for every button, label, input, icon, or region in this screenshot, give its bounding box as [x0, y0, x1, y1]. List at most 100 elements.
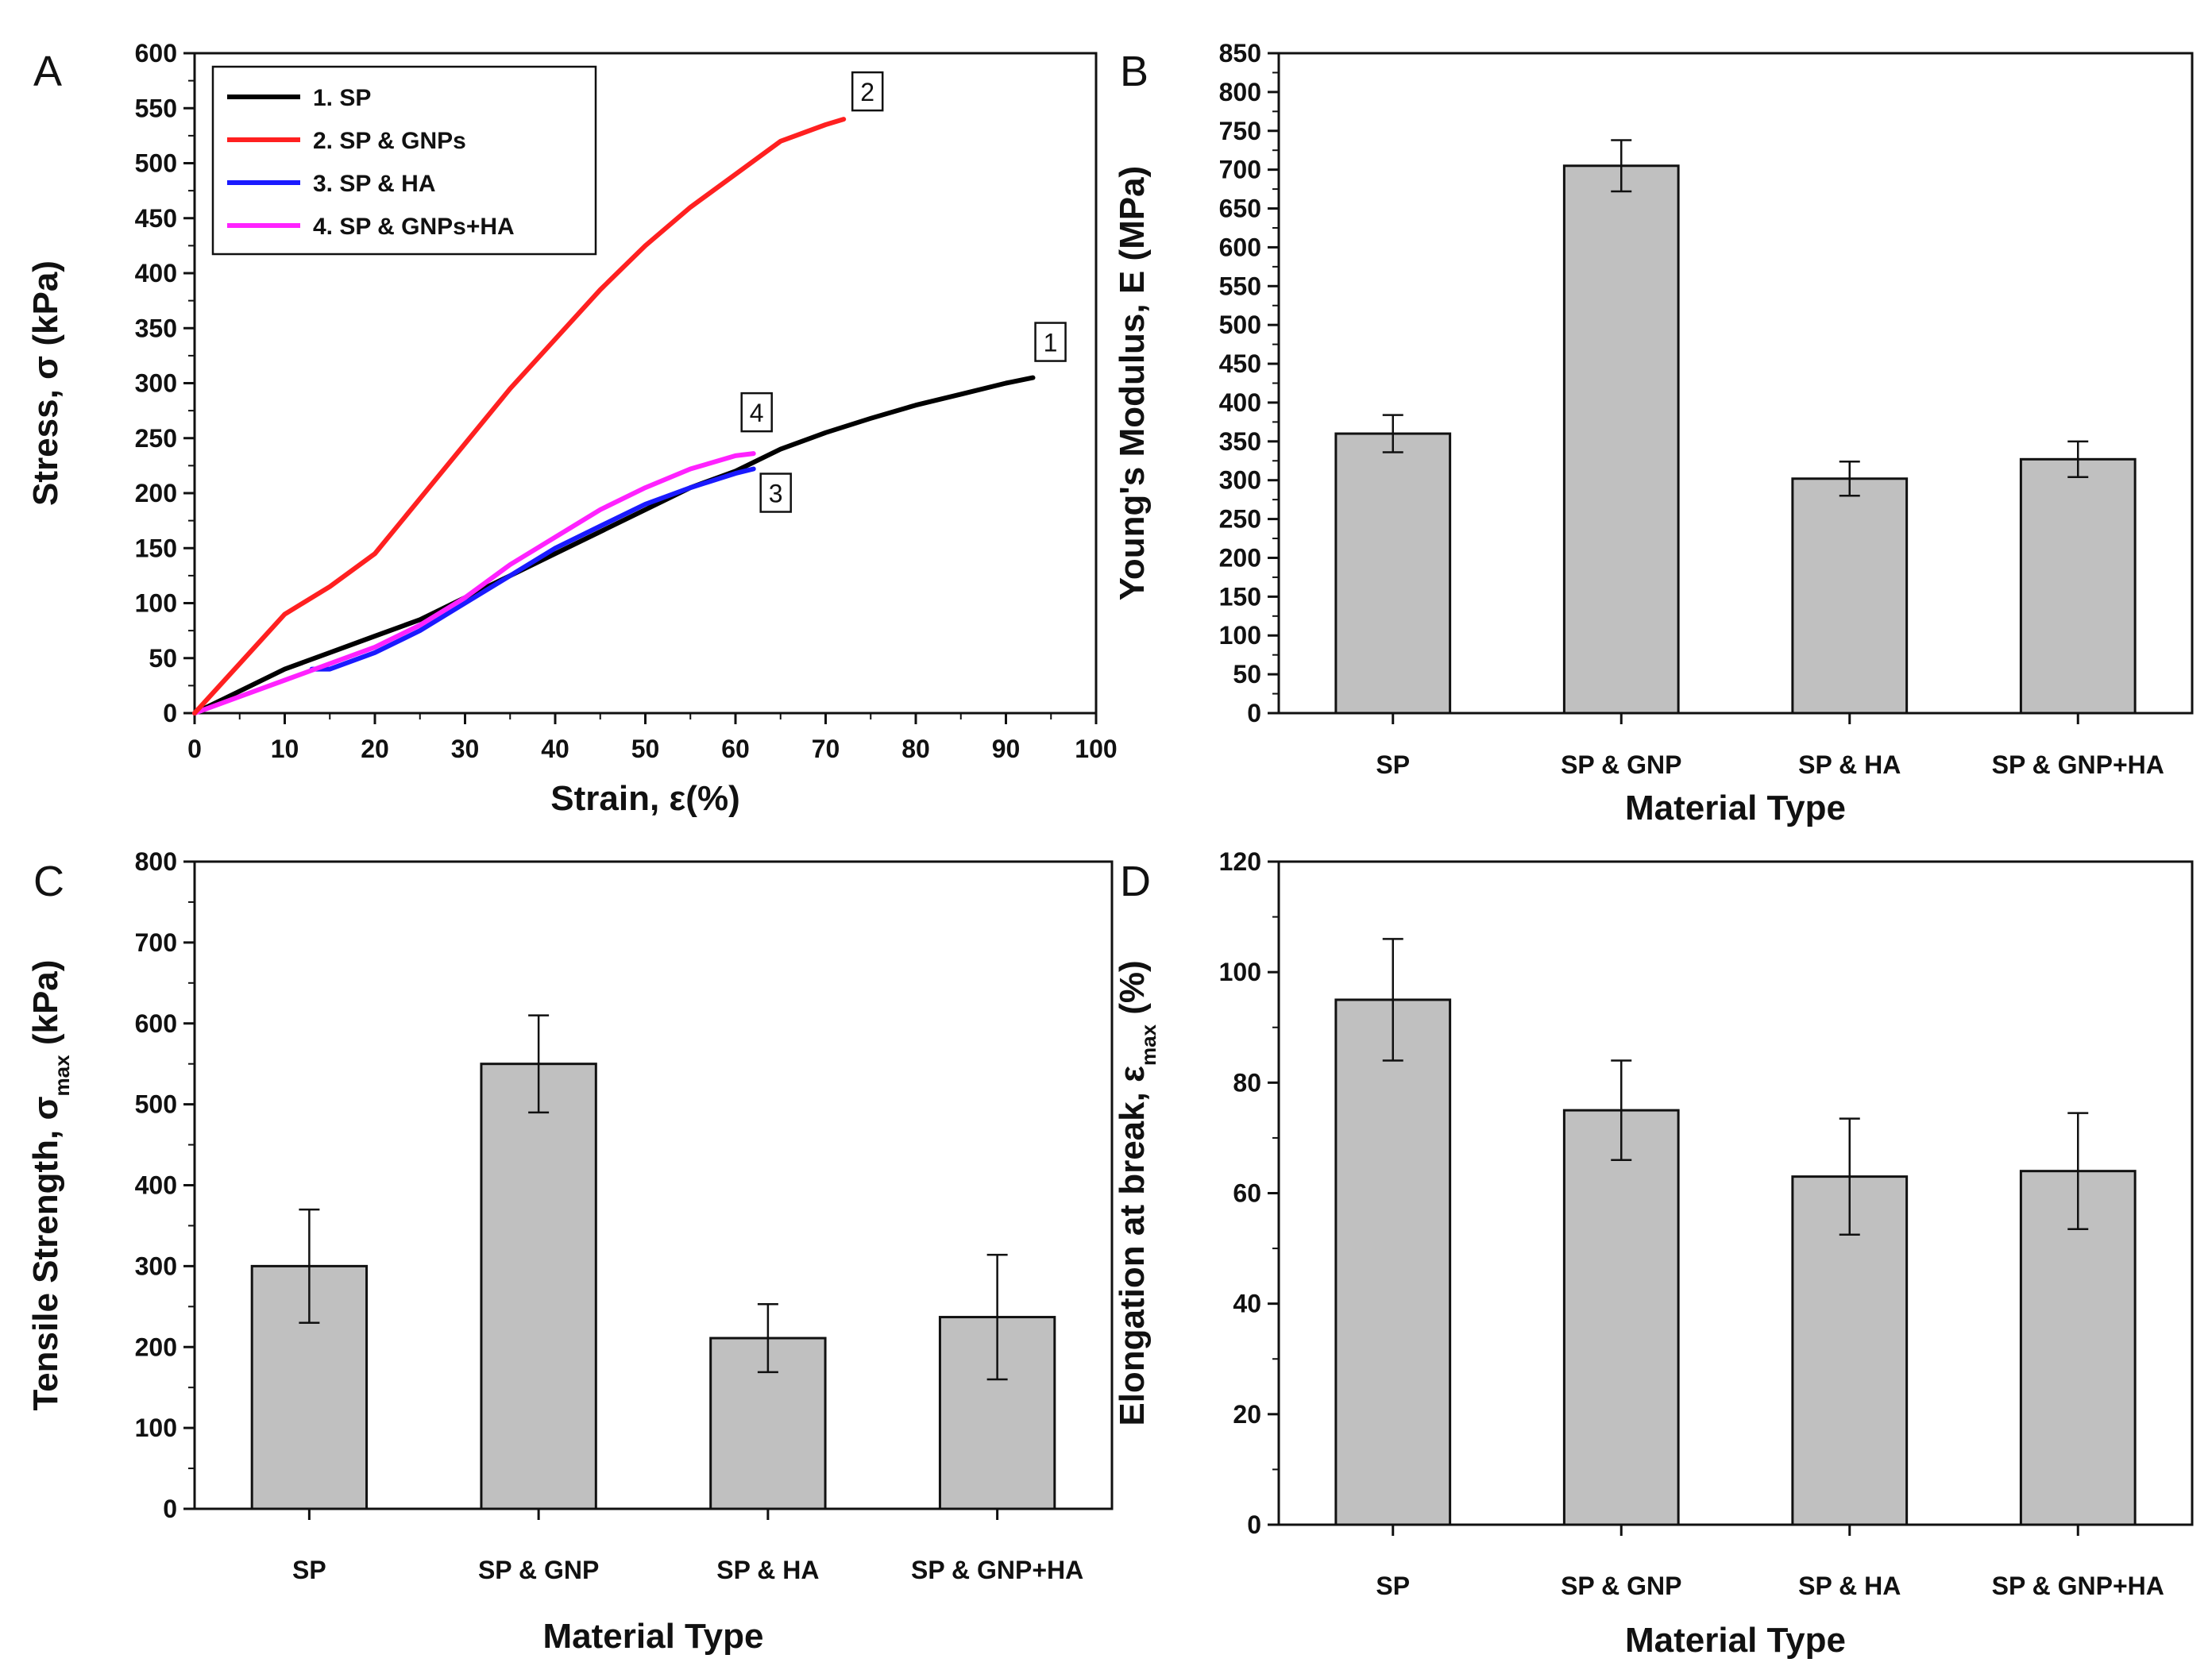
- legend-entry: 1. SP: [313, 85, 371, 111]
- y-tick-label: 850: [1219, 39, 1261, 68]
- panel-label: D: [1120, 858, 1151, 905]
- category-label: SP: [1376, 750, 1410, 779]
- y-axis-label-part: (kPa): [26, 960, 65, 1055]
- legend-entry: 2. SP & GNPs: [313, 128, 466, 154]
- x-tick-label: 60: [721, 735, 750, 763]
- bar: [480, 1063, 597, 1510]
- panel-label: B: [1120, 48, 1148, 95]
- y-tick-label: 400: [135, 1171, 177, 1200]
- y-axis-label-part: (%): [1113, 960, 1152, 1024]
- y-tick-label: 450: [135, 204, 177, 233]
- y-tick-label: 50: [149, 644, 177, 673]
- y-tick-label: 50: [1233, 660, 1261, 688]
- y-tick-label: 400: [1219, 388, 1261, 417]
- category-label: SP & GNP: [478, 1556, 599, 1584]
- y-tick-label: 250: [1219, 505, 1261, 534]
- curve-label: 1: [1044, 329, 1058, 357]
- y-tick-label: 350: [1219, 427, 1261, 456]
- y-axis-label: Elongation at break, εmax (%): [1113, 960, 1160, 1425]
- x-tick-label: 90: [992, 735, 1021, 763]
- y-axis-label-subscript: max: [1137, 1024, 1160, 1066]
- x-axis-label: Material Type: [1625, 789, 1846, 827]
- x-tick-label: 30: [451, 735, 480, 763]
- bar: [1791, 477, 1909, 715]
- y-axis-label-part: Tensile Strength, σ: [26, 1096, 65, 1410]
- series-line-2: [192, 117, 847, 716]
- y-tick-label: 200: [1219, 543, 1261, 572]
- y-tick-label: 0: [1247, 1510, 1261, 1539]
- x-tick-label: 50: [631, 735, 660, 763]
- x-tick-label: 80: [901, 735, 930, 763]
- y-tick-label: 300: [1219, 466, 1261, 495]
- y-tick-label: 200: [135, 479, 177, 507]
- y-tick-label: 700: [135, 928, 177, 957]
- x-tick-label: 0: [187, 735, 202, 763]
- y-tick-label: 800: [135, 847, 177, 876]
- category-label: SP: [292, 1556, 326, 1584]
- panel-c: C 0 100 200 300 400 500 600 700 800 SP SP & GNP SP &…: [26, 847, 1114, 1656]
- y-tick-label: 100: [1219, 958, 1261, 986]
- series-line-4: [192, 451, 756, 716]
- y-tick-label: 450: [1219, 349, 1261, 378]
- y-tick-label: 40: [1233, 1290, 1261, 1318]
- y-tick-label: 600: [1219, 233, 1261, 261]
- y-tick-label: 100: [1219, 621, 1261, 650]
- curve-label-box: [1034, 322, 1067, 362]
- y-tick-label: 300: [135, 369, 177, 398]
- y-axis-label: Tensile Strength, σmax (kPa): [26, 960, 74, 1411]
- y-tick-label: 120: [1219, 847, 1261, 876]
- y-tick-label: 150: [1219, 582, 1261, 611]
- legend-entry: 4. SP & GNPs+HA: [313, 214, 515, 240]
- y-tick-label: 200: [135, 1333, 177, 1361]
- legend-entry: 3. SP & HA: [313, 171, 436, 197]
- curve-label-box: [740, 392, 773, 433]
- y-tick-label: 500: [135, 149, 177, 178]
- x-tick-label: 40: [541, 735, 569, 763]
- x-tick-label: 10: [271, 735, 299, 763]
- panel-d: D 0 20 40 60 80 100 120 SP SP & GNP SP & HA SP & GN…: [1113, 847, 2194, 1660]
- y-tick-label: 600: [135, 39, 177, 68]
- y-tick-label: 550: [1219, 272, 1261, 300]
- y-tick-label: 300: [135, 1252, 177, 1280]
- y-tick-label: 350: [135, 314, 177, 342]
- x-axis-label: Strain, ε(%): [550, 779, 739, 818]
- y-axis-label-part: Young's Modulus, E (MPa): [1113, 166, 1152, 600]
- y-tick-label: 0: [1247, 699, 1261, 727]
- y-tick-label: 650: [1219, 195, 1261, 223]
- y-tick-label: 80: [1233, 1068, 1261, 1097]
- bar: [1562, 164, 1680, 715]
- y-tick-label: 400: [135, 259, 177, 287]
- y-tick-label: 750: [1219, 117, 1261, 145]
- bar: [1334, 432, 1452, 715]
- y-axis-label: Young's Modulus, E (MPa): [1113, 166, 1152, 600]
- category-label: SP & HA: [1798, 1572, 1901, 1600]
- y-tick-label: 60: [1233, 1179, 1261, 1208]
- curve-label: 2: [860, 78, 874, 106]
- y-tick-label: 150: [135, 534, 177, 562]
- bar: [709, 1336, 827, 1510]
- category-label: SP: [1376, 1572, 1410, 1600]
- y-axis-label: Stress, σ (kPa): [26, 260, 65, 506]
- category-label: SP & GNP+HA: [911, 1556, 1083, 1584]
- x-tick-label: 100: [1075, 735, 1117, 763]
- y-axis-label-part: Elongation at break, ε: [1113, 1066, 1152, 1426]
- bar: [2019, 457, 2137, 715]
- curve-label-box: [851, 71, 884, 112]
- x-tick-label: 70: [812, 735, 840, 763]
- curve-label: 3: [769, 480, 783, 508]
- y-axis-label-subscript: max: [50, 1055, 74, 1097]
- x-tick-label: 20: [361, 735, 389, 763]
- y-tick-label: 100: [135, 589, 177, 618]
- category-label: SP & GNP+HA: [1992, 750, 2164, 779]
- curve-label-box: [759, 472, 792, 513]
- y-tick-label: 0: [163, 1495, 177, 1523]
- x-axis-label: Material Type: [543, 1617, 764, 1656]
- category-label: SP & HA: [716, 1556, 819, 1584]
- y-tick-label: 0: [163, 699, 177, 727]
- y-tick-label: 100: [135, 1414, 177, 1442]
- panel-b: B 0 50 100 150 200 250 300 350 400 450 500 550 600 650…: [1113, 39, 2194, 827]
- category-label: SP & HA: [1798, 750, 1901, 779]
- x-axis-label: Material Type: [1625, 1621, 1846, 1660]
